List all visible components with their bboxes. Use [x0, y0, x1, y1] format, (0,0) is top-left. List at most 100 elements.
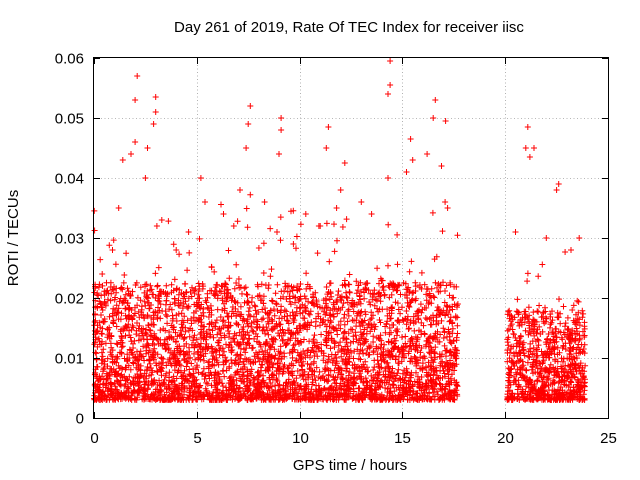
data-point [290, 342, 297, 349]
data-point [267, 394, 274, 401]
data-point [93, 363, 100, 370]
data-point [350, 395, 357, 401]
data-point [551, 346, 558, 353]
data-point [323, 304, 330, 311]
data-point [567, 344, 574, 351]
data-point [580, 391, 587, 398]
data-point [264, 338, 270, 345]
data-point [253, 311, 260, 317]
data-point [346, 359, 353, 366]
data-point [420, 387, 427, 393]
data-point [189, 378, 196, 385]
data-point [534, 365, 541, 372]
data-point [296, 286, 303, 293]
data-point [443, 353, 449, 360]
data-point [565, 395, 572, 402]
data-point [218, 325, 225, 332]
y-tick-labels: 00.010.020.030.040.050.06 [55, 51, 84, 428]
data-point [217, 345, 224, 352]
data-point [529, 395, 536, 402]
data-point [275, 382, 282, 389]
data-point [113, 323, 120, 330]
data-point [570, 302, 577, 309]
data-point [172, 384, 179, 390]
data-point [157, 301, 164, 308]
data-point [191, 381, 198, 388]
data-point [240, 339, 247, 346]
data-point [315, 344, 322, 351]
data-point [314, 339, 320, 346]
data-point [104, 363, 111, 370]
data-point [264, 318, 271, 325]
data-point [324, 396, 331, 403]
data-point [568, 336, 575, 343]
data-point [432, 344, 439, 351]
data-point [294, 349, 301, 356]
data-point [581, 380, 588, 387]
data-point [446, 349, 453, 356]
data-point [293, 245, 299, 252]
data-point [432, 279, 439, 286]
data-point [567, 345, 574, 352]
data-point [195, 351, 202, 358]
data-point [550, 345, 557, 352]
data-point [541, 380, 548, 387]
data-point [363, 384, 370, 391]
data-point [366, 299, 373, 305]
data-point [374, 351, 381, 358]
data-point [508, 397, 515, 403]
data-point [278, 303, 285, 310]
data-point [217, 330, 224, 336]
data-point [322, 321, 329, 328]
data-point [304, 281, 311, 288]
data-point [526, 354, 533, 361]
data-point [427, 333, 434, 340]
data-point [531, 381, 538, 388]
data-point [564, 314, 571, 321]
data-point [430, 293, 437, 300]
data-point [308, 386, 315, 393]
data-point [338, 371, 345, 377]
data-point [171, 299, 178, 306]
data-point [299, 362, 305, 369]
data-point [277, 309, 284, 316]
data-point [436, 338, 443, 345]
data-point [195, 369, 202, 376]
data-point [114, 378, 121, 385]
data-point [515, 383, 522, 390]
data-point [117, 339, 124, 346]
data-point [128, 338, 135, 345]
data-point [539, 389, 546, 396]
data-point [147, 327, 154, 334]
data-point [569, 327, 576, 334]
data-point [402, 386, 409, 393]
data-point [195, 291, 202, 298]
data-point [560, 358, 566, 365]
data-point [117, 372, 124, 379]
data-point [173, 312, 180, 319]
data-point [396, 392, 402, 399]
data-point [341, 311, 348, 318]
data-point-outlier [522, 145, 529, 151]
data-point [517, 332, 524, 339]
data-point [305, 298, 312, 305]
data-point [353, 323, 360, 330]
data-point [128, 381, 135, 387]
data-point [312, 289, 319, 296]
data-point [441, 395, 448, 402]
data-point [339, 376, 346, 382]
data-point [395, 360, 402, 367]
data-point [355, 396, 362, 403]
data-point [298, 351, 305, 358]
data-point [214, 370, 221, 377]
data-point [545, 392, 552, 399]
x-tick-label: 10 [292, 430, 309, 447]
data-point [370, 339, 377, 345]
data-point [432, 376, 439, 383]
data-point [188, 341, 195, 348]
data-point [567, 330, 574, 337]
data-point [441, 299, 448, 306]
data-point [140, 353, 146, 360]
data-point [265, 368, 272, 374]
data-point [407, 299, 414, 306]
